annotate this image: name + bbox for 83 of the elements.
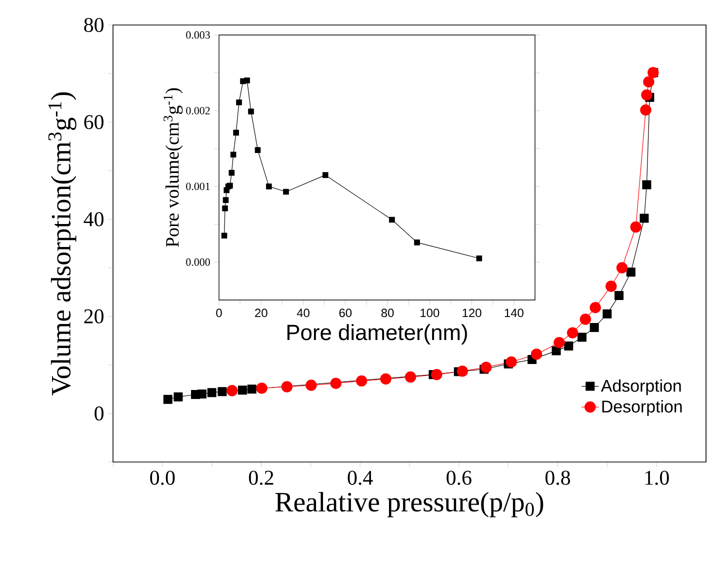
point — [640, 214, 649, 223]
point — [530, 348, 542, 360]
point — [640, 104, 652, 116]
point — [222, 205, 228, 212]
point — [356, 375, 368, 387]
x-axis-title: Realative pressure(p/p$_{0}$) — [275, 492, 544, 518]
y-tick-label: 60 — [84, 115, 104, 130]
point — [233, 130, 239, 136]
x-tick-label: 0.8 — [545, 470, 570, 485]
point — [643, 76, 654, 88]
x-tick-label: 0.0 — [150, 470, 175, 485]
point — [230, 152, 236, 158]
point — [414, 240, 420, 246]
point — [218, 387, 227, 396]
x-tick-label: 120 — [462, 308, 482, 318]
x-tick-label: 140 — [504, 308, 524, 318]
y-tick-label: 40 — [84, 212, 104, 226]
x-tick-label: 0 — [216, 308, 222, 318]
point — [281, 381, 293, 392]
point — [552, 346, 561, 356]
point — [431, 369, 442, 380]
point — [614, 290, 624, 300]
point — [226, 385, 238, 396]
point — [236, 99, 242, 106]
point — [256, 382, 268, 394]
point — [480, 362, 492, 373]
x-tick-label: 0.2 — [248, 470, 274, 485]
point — [197, 390, 206, 399]
point — [247, 384, 256, 394]
x-tick-label: 0.6 — [446, 470, 472, 485]
point — [616, 262, 628, 274]
x-tick-label: 100 — [420, 308, 440, 318]
y-axis-title: Volume adsorption(cm$^{3}$g$^{-1}$) — [48, 92, 76, 396]
point — [330, 378, 342, 389]
point — [456, 366, 468, 377]
x-axis-title: Pore diameter(nm) — [287, 324, 467, 345]
point — [266, 184, 272, 190]
point — [174, 392, 183, 402]
point — [283, 188, 289, 195]
point — [254, 147, 261, 153]
legend-label: Desorption — [602, 400, 682, 416]
point — [602, 309, 612, 318]
point — [389, 216, 395, 223]
y-tick-label: 0 — [94, 406, 104, 420]
point — [222, 197, 229, 203]
point — [306, 380, 317, 391]
point — [566, 327, 578, 338]
point — [248, 108, 254, 114]
x-tick-label: 40 — [296, 308, 310, 318]
y-axis-title: Pore volume(cm$^{3}$g$^{-1}$) — [164, 88, 183, 247]
y-tick-label: 0.001 — [186, 182, 210, 190]
point — [642, 180, 652, 190]
point — [221, 232, 228, 239]
point — [590, 323, 599, 332]
point — [630, 221, 642, 233]
point — [641, 89, 652, 101]
point — [577, 332, 586, 342]
legend-label: Adsorption — [600, 379, 681, 396]
point — [244, 78, 250, 84]
point — [476, 255, 482, 262]
point — [163, 394, 172, 404]
point — [564, 341, 574, 350]
point — [506, 356, 517, 368]
point — [228, 170, 235, 176]
x-tick-label: 20 — [255, 308, 268, 318]
point — [322, 172, 328, 178]
point — [580, 314, 592, 325]
point — [380, 373, 392, 385]
point — [207, 388, 216, 398]
x-tick-label: 80 — [381, 308, 394, 318]
x-tick-label: 1.0 — [645, 470, 669, 485]
y-tick-label: 0.000 — [186, 258, 210, 266]
y-tick-label: 0.002 — [186, 106, 210, 114]
y-tick-label: 0.003 — [186, 31, 210, 39]
y-tick-label: 80 — [84, 18, 104, 32]
point — [404, 371, 416, 383]
point — [590, 302, 601, 314]
x-tick-label: 60 — [339, 308, 352, 318]
point — [606, 280, 617, 292]
point — [626, 268, 636, 277]
point — [554, 336, 565, 348]
point — [238, 386, 247, 395]
x-tick-label: 0.4 — [348, 470, 373, 485]
